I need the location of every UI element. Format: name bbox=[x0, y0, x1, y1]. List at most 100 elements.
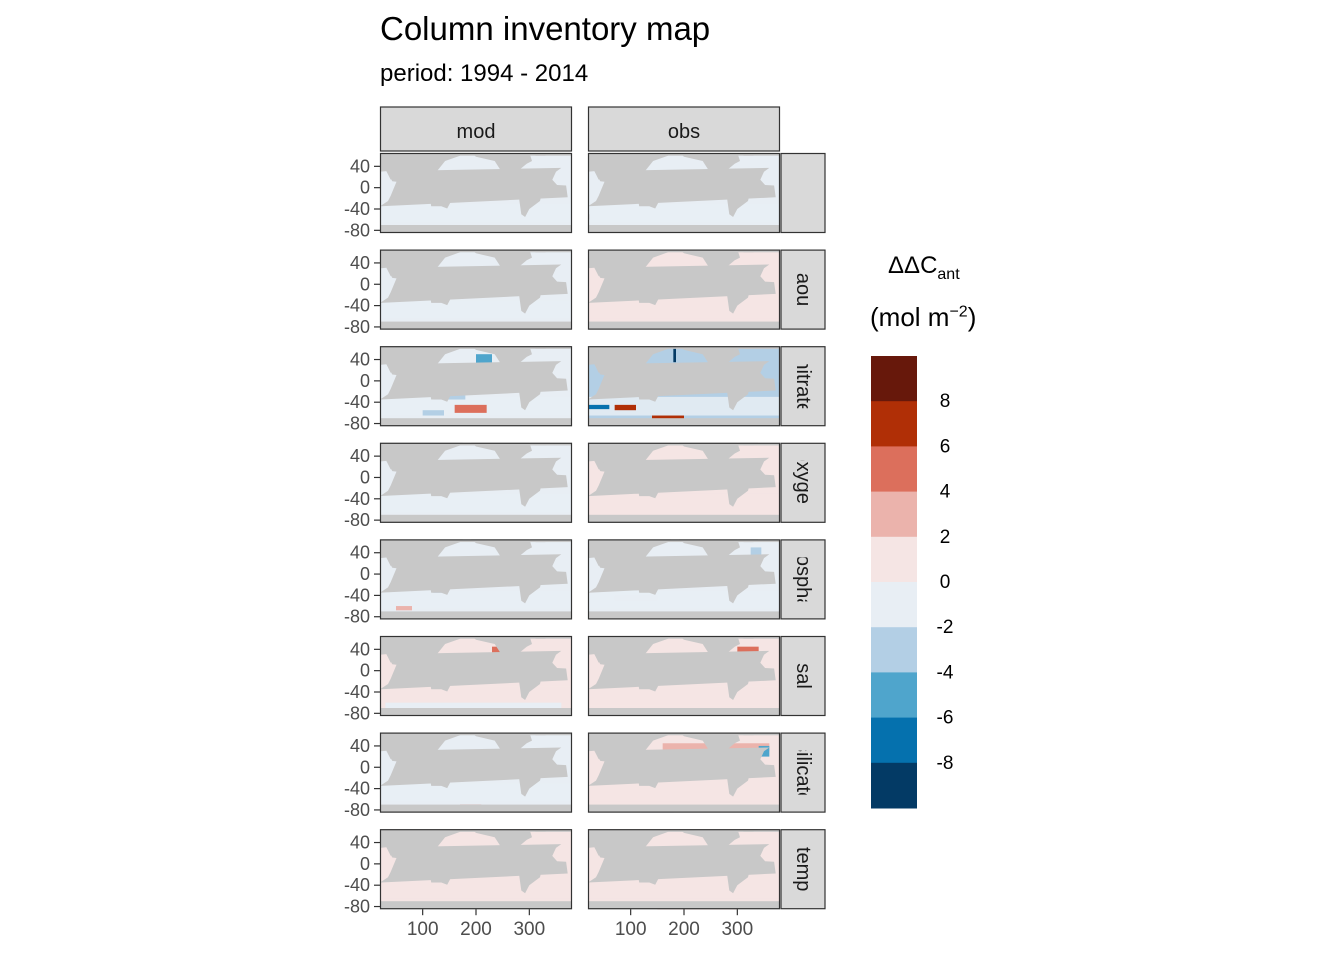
y-tick-label: -40 bbox=[344, 682, 370, 702]
land-mass bbox=[628, 378, 652, 386]
row-strip-aou: aou bbox=[780, 249, 826, 330]
land-mass bbox=[430, 869, 451, 885]
land-mass bbox=[726, 568, 751, 604]
land-mass bbox=[638, 193, 659, 209]
row-strip-temp: temp bbox=[780, 829, 826, 910]
land-mass bbox=[471, 732, 532, 763]
chart-title: Column inventory map bbox=[380, 10, 711, 47]
anomaly-cell bbox=[385, 702, 562, 708]
southern-ocean-band bbox=[588, 879, 780, 899]
land-mass bbox=[380, 346, 463, 381]
land-mass bbox=[679, 249, 740, 280]
axes-layer: 400-40-80400-40-80400-40-80400-40-80400-… bbox=[344, 156, 753, 940]
y-tick-label: 0 bbox=[360, 661, 370, 681]
land-mass bbox=[518, 472, 543, 507]
land-mass bbox=[420, 571, 444, 579]
land-mass bbox=[679, 346, 740, 377]
legend-break-label: 0 bbox=[940, 572, 951, 593]
row-strip-phosphate: hosphat bbox=[780, 539, 826, 620]
panel-border bbox=[587, 539, 781, 620]
y-tick-label: -40 bbox=[344, 489, 370, 509]
land-mass bbox=[638, 386, 659, 402]
land-mass bbox=[518, 568, 543, 604]
legend-title-symbol: ΔΔC bbox=[888, 252, 938, 279]
row-strip-label: silicate bbox=[792, 742, 814, 803]
y-tick-label: 0 bbox=[360, 274, 370, 294]
land-mass bbox=[420, 668, 444, 675]
panel-mod-temp bbox=[379, 829, 573, 910]
row-strip-box bbox=[780, 539, 826, 620]
land-mass bbox=[588, 442, 671, 478]
legend-break-label: 6 bbox=[940, 436, 951, 457]
arctic-land bbox=[588, 636, 780, 639]
strips-layer: aou nitrate oxygen hosphat sal silicate temp mo… bbox=[379, 106, 826, 910]
column-strip-obs: obs bbox=[587, 106, 781, 152]
y-tick-label: -40 bbox=[344, 779, 370, 799]
legend-layer: 8 6 4 2 0 -2 -4 -6 -8 bbox=[871, 356, 954, 809]
land-mass bbox=[471, 539, 532, 570]
panel-mod-silicate bbox=[379, 732, 573, 813]
y-tick-label: -40 bbox=[344, 199, 370, 219]
land-mass bbox=[588, 829, 671, 864]
panel-mod-phosphate bbox=[379, 539, 573, 620]
land-mass bbox=[726, 472, 751, 507]
panel-obs-dic bbox=[587, 152, 781, 234]
anomaly-cell bbox=[454, 404, 487, 413]
land-mass bbox=[628, 764, 652, 772]
arctic-land bbox=[588, 829, 780, 832]
antarctica bbox=[588, 611, 780, 620]
land-mass bbox=[420, 474, 444, 482]
panel-border bbox=[587, 249, 781, 330]
land-mass bbox=[380, 539, 463, 575]
y-tick-label: 0 bbox=[360, 467, 370, 487]
legend-color-bin bbox=[871, 536, 917, 583]
row-strip-oxygen: oxygen bbox=[780, 442, 826, 523]
row-strip-blank bbox=[780, 152, 826, 234]
land-mass bbox=[430, 193, 451, 209]
land-mass bbox=[420, 378, 444, 386]
row-strip-label: aou bbox=[792, 273, 814, 306]
arctic-land bbox=[588, 442, 780, 446]
land-mass bbox=[628, 571, 652, 579]
legend-title: ΔΔCant bbox=[888, 252, 960, 284]
land-mass bbox=[726, 665, 751, 700]
panel-mod-nitrate bbox=[379, 346, 573, 427]
x-tick-label: 100 bbox=[615, 919, 647, 940]
row-strip-box bbox=[780, 346, 826, 427]
panel-border bbox=[379, 442, 573, 523]
y-tick-label: 40 bbox=[350, 833, 370, 853]
row-strip-label: sal bbox=[792, 663, 814, 689]
southern-ocean-band bbox=[588, 203, 780, 223]
land-mass bbox=[420, 185, 444, 192]
row-strip-label: oxygen bbox=[792, 451, 814, 516]
southern-ocean-band bbox=[588, 300, 780, 319]
land-mass bbox=[628, 861, 652, 869]
y-tick-label: -80 bbox=[344, 703, 370, 723]
legend-color-bin bbox=[871, 582, 917, 628]
southern-ocean-band bbox=[380, 879, 572, 899]
land-mass bbox=[679, 153, 740, 184]
antarctica bbox=[588, 321, 780, 330]
row-strip-label: nitrate bbox=[792, 358, 814, 414]
y-tick-label: 40 bbox=[350, 639, 370, 659]
land-mass bbox=[628, 668, 652, 675]
antarctica bbox=[588, 804, 780, 813]
panel-border bbox=[379, 249, 573, 330]
panel-border bbox=[587, 829, 781, 910]
southern-ocean-band bbox=[588, 783, 780, 802]
row-strip-sal: sal bbox=[780, 635, 826, 717]
land-mass bbox=[471, 442, 532, 474]
row-strip-label: hosphat bbox=[792, 544, 814, 616]
anomaly-cell bbox=[750, 547, 762, 559]
row-strip-box bbox=[780, 249, 826, 330]
land-mass bbox=[518, 761, 543, 797]
land-mass bbox=[471, 636, 532, 667]
legend-unit-superscript: −2 bbox=[949, 303, 968, 321]
southern-ocean-band bbox=[380, 493, 572, 513]
land-mass bbox=[638, 773, 659, 789]
land-mass bbox=[518, 665, 543, 700]
land-mass bbox=[628, 281, 652, 289]
antarctica bbox=[588, 901, 780, 910]
antarctica bbox=[380, 225, 572, 233]
y-tick-label: 40 bbox=[350, 156, 370, 176]
